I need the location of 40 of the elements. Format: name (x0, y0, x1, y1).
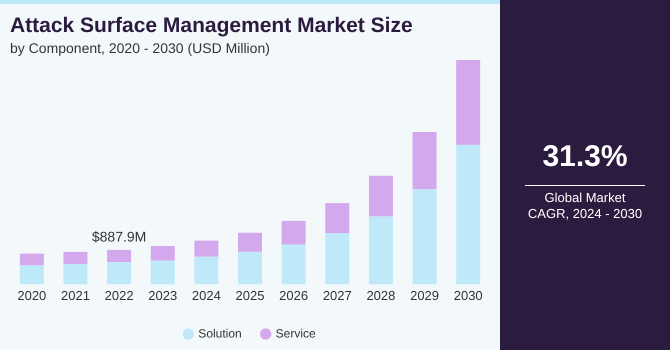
text: Global Market CAGR, 2024 - 2030 (525, 185, 645, 222)
x-tick-label: 2030 (454, 288, 483, 303)
bar (456, 144, 480, 284)
bar (368, 176, 393, 216)
bar (107, 250, 132, 262)
bar (20, 265, 44, 284)
x-tick-label: 2023 (148, 288, 178, 303)
x-tick-label: 2028 (366, 288, 396, 303)
x-tick-label: 2026 (279, 288, 308, 303)
bar (150, 246, 175, 261)
legend-label: Solution (198, 326, 242, 340)
bar (194, 256, 218, 284)
chart-subtitle: by Component, 2020 - 2030 (USD Million) (10, 40, 270, 56)
x-tick-label: 2024 (192, 288, 221, 303)
bar (412, 189, 437, 284)
bar (63, 252, 88, 264)
bar (107, 262, 132, 284)
x-tick-label: 2025 (236, 288, 264, 303)
bar (194, 240, 218, 257)
bar (412, 132, 437, 190)
annotation: $887.9M (92, 228, 146, 245)
bar (20, 254, 44, 266)
bar (325, 203, 350, 234)
bar (238, 252, 262, 284)
x-tick-label: 2029 (410, 288, 440, 303)
bar (282, 220, 306, 244)
x-tick-label: 2021 (60, 288, 90, 303)
x-tick-label: 2022 (104, 288, 134, 303)
bar (456, 60, 480, 145)
x-tick-label: 2027 (322, 288, 352, 303)
bar (368, 216, 393, 284)
bar (150, 260, 175, 284)
bar (238, 232, 262, 252)
chart-title: Attack Surface Management Market Size (10, 14, 413, 38)
x-tick-label: 2020 (17, 288, 46, 303)
bar (63, 264, 88, 284)
bar (325, 233, 350, 284)
bar (282, 244, 306, 284)
text: 31.3% (541, 140, 629, 174)
legend-label: Service (276, 326, 316, 340)
